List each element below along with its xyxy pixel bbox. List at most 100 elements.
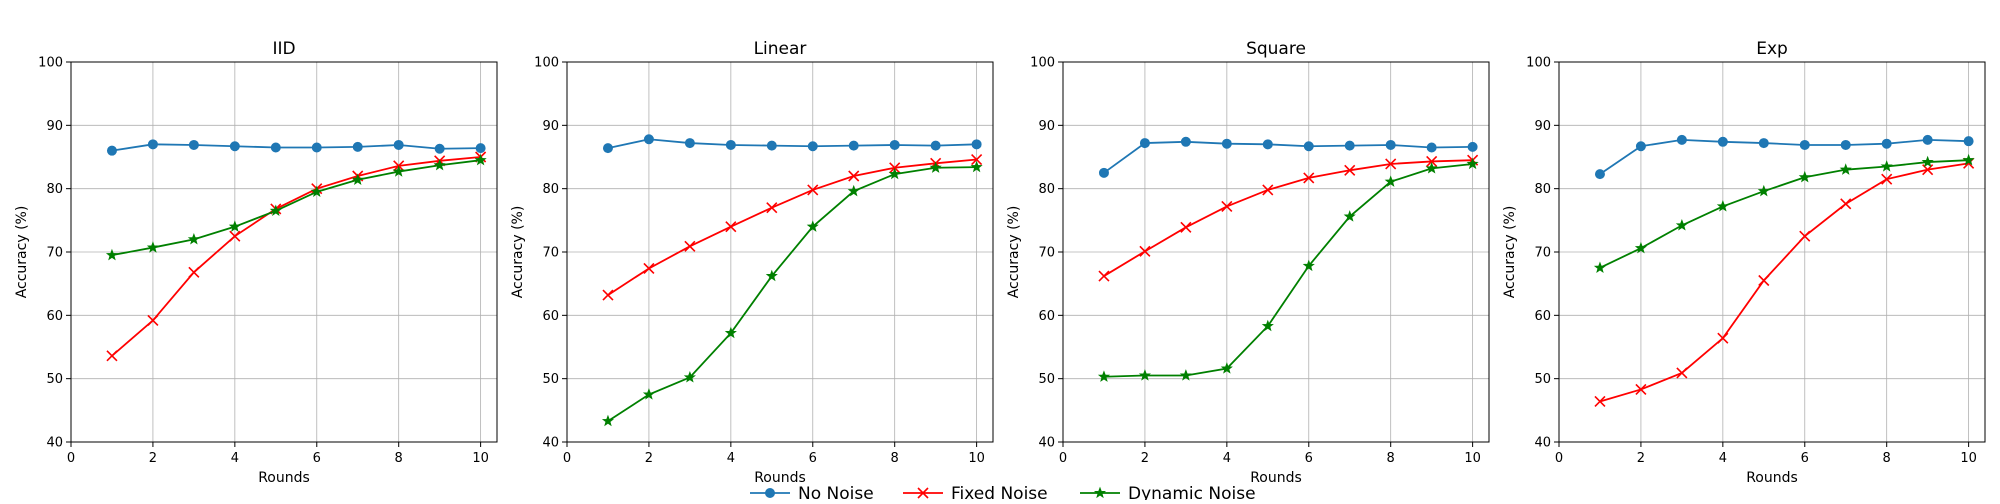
data-point-dynamic-noise xyxy=(1425,162,1438,174)
y-axis-label: Accuracy (%) xyxy=(510,206,526,299)
series-line-no-noise xyxy=(607,138,977,150)
data-point-fixed-noise xyxy=(106,350,118,362)
data-point-no-noise xyxy=(1840,139,1851,150)
y-tick-label: 60 xyxy=(1534,309,1551,324)
data-point-dynamic-noise xyxy=(1138,369,1151,381)
data-point-dynamic-noise xyxy=(1757,184,1770,197)
data-point-fixed-noise xyxy=(188,266,200,278)
data-point-no-noise xyxy=(1922,134,1933,145)
data-point-fixed-noise xyxy=(971,153,983,166)
data-point-no-noise xyxy=(1799,139,1810,150)
data-point-no-noise xyxy=(1098,167,1109,178)
x-tick-label: 2 xyxy=(1141,451,1149,466)
y-tick-label: 80 xyxy=(46,182,63,197)
y-tick-label: 40 xyxy=(1038,436,1055,451)
y-tick-label: 70 xyxy=(1038,246,1055,261)
panel-square: 0 2 4 6 8 10 40 50 60 70 80 90 100 Square Rounds Accura… xyxy=(1006,39,1490,486)
legend-label-fixed-noise: Fixed Noise xyxy=(951,484,1048,500)
y-axis-label: Accuracy (%) xyxy=(1502,206,1518,299)
x-tick-label: 0 xyxy=(67,451,75,466)
legend-label-no-noise: No Noise xyxy=(798,484,874,500)
series-line-no-noise xyxy=(1103,140,1473,174)
y-axis-label: Accuracy (%) xyxy=(14,206,30,299)
y-tick-label: 90 xyxy=(46,119,63,134)
data-point-dynamic-noise xyxy=(724,326,737,339)
data-point-no-noise xyxy=(807,141,818,152)
x-tick-label: 8 xyxy=(891,451,899,466)
x-tick-label: 2 xyxy=(1637,451,1645,466)
data-point-dynamic-noise xyxy=(269,204,282,216)
legend: No Noise Fixed Noise Dynamic Noise xyxy=(750,484,1256,504)
data-point-dynamic-noise xyxy=(929,161,942,173)
x-tick-label: 2 xyxy=(149,451,157,466)
data-point-no-noise xyxy=(1635,141,1646,152)
data-point-dynamic-noise xyxy=(228,220,241,232)
data-point-no-noise xyxy=(434,143,445,154)
data-point-fixed-noise xyxy=(1180,221,1192,233)
x-tick-label: 6 xyxy=(1801,451,1809,466)
data-point-no-noise xyxy=(1344,140,1355,151)
data-point-no-noise xyxy=(848,140,859,151)
data-point-dynamic-noise xyxy=(1675,219,1688,231)
series-line-fixed-noise xyxy=(607,158,977,296)
y-tick-label: 100 xyxy=(534,56,559,71)
x-tick-label: 6 xyxy=(313,451,321,466)
data-point-dynamic-noise xyxy=(765,269,778,282)
series-line-fixed-noise xyxy=(1103,159,1473,277)
data-point-no-noise xyxy=(1262,139,1273,150)
data-point-no-noise xyxy=(1467,141,1478,152)
series-line-dynamic-noise xyxy=(111,159,481,257)
x-tick-label: 4 xyxy=(231,451,239,466)
data-point-no-noise xyxy=(1385,139,1396,150)
x-tick-label: 4 xyxy=(727,451,735,466)
data-point-no-noise xyxy=(229,141,240,152)
data-point-dynamic-noise xyxy=(806,220,819,232)
data-point-fixed-noise xyxy=(1717,332,1729,344)
data-point-fixed-noise xyxy=(684,240,696,252)
data-point-no-noise xyxy=(889,139,900,150)
y-tick-label: 80 xyxy=(1534,182,1551,197)
data-point-dynamic-noise xyxy=(683,371,696,383)
data-point-fixed-noise xyxy=(1098,270,1110,282)
data-point-fixed-noise xyxy=(229,230,241,242)
x-axis-label: Rounds xyxy=(754,470,806,486)
data-point-no-noise xyxy=(684,138,695,149)
y-tick-label: 70 xyxy=(1534,246,1551,261)
data-point-no-noise xyxy=(930,140,941,151)
data-point-no-noise xyxy=(147,139,158,150)
data-point-fixed-noise xyxy=(1221,200,1233,212)
y-axis-label: Accuracy (%) xyxy=(1006,206,1022,299)
x-tick-label: 0 xyxy=(563,451,571,466)
data-point-dynamic-noise xyxy=(187,232,200,245)
data-point-fixed-noise xyxy=(1676,367,1688,379)
data-point-dynamic-noise xyxy=(888,167,901,180)
data-point-no-noise xyxy=(1717,136,1728,147)
data-point-fixed-noise xyxy=(725,221,737,233)
data-point-dynamic-noise xyxy=(105,248,119,261)
x-tick-label: 0 xyxy=(1555,451,1563,466)
data-point-dynamic-noise xyxy=(1261,319,1274,332)
data-point-dynamic-noise xyxy=(146,241,159,253)
data-point-dynamic-noise xyxy=(1097,370,1111,382)
data-point-dynamic-noise xyxy=(433,158,446,171)
data-point-fixed-noise xyxy=(1881,173,1893,185)
data-point-dynamic-noise xyxy=(1179,369,1192,381)
data-point-dynamic-noise xyxy=(1798,170,1811,183)
data-point-no-noise xyxy=(971,139,982,150)
data-point-no-noise xyxy=(475,143,486,154)
data-point-no-noise xyxy=(1221,138,1232,149)
data-point-no-noise xyxy=(1758,138,1769,149)
data-point-fixed-noise xyxy=(643,262,655,275)
legend-label-dynamic-noise: Dynamic Noise xyxy=(1128,484,1256,500)
data-point-dynamic-noise xyxy=(1593,261,1607,273)
series-line-no-noise xyxy=(111,143,481,152)
x-tick-label: 8 xyxy=(395,451,403,466)
series-line-dynamic-noise xyxy=(1103,163,1473,378)
data-point-dynamic-noise xyxy=(310,185,323,197)
y-tick-label: 80 xyxy=(542,182,559,197)
y-tick-label: 50 xyxy=(1038,372,1055,387)
data-point-no-noise xyxy=(1963,136,1974,147)
data-point-dynamic-noise xyxy=(642,388,655,400)
